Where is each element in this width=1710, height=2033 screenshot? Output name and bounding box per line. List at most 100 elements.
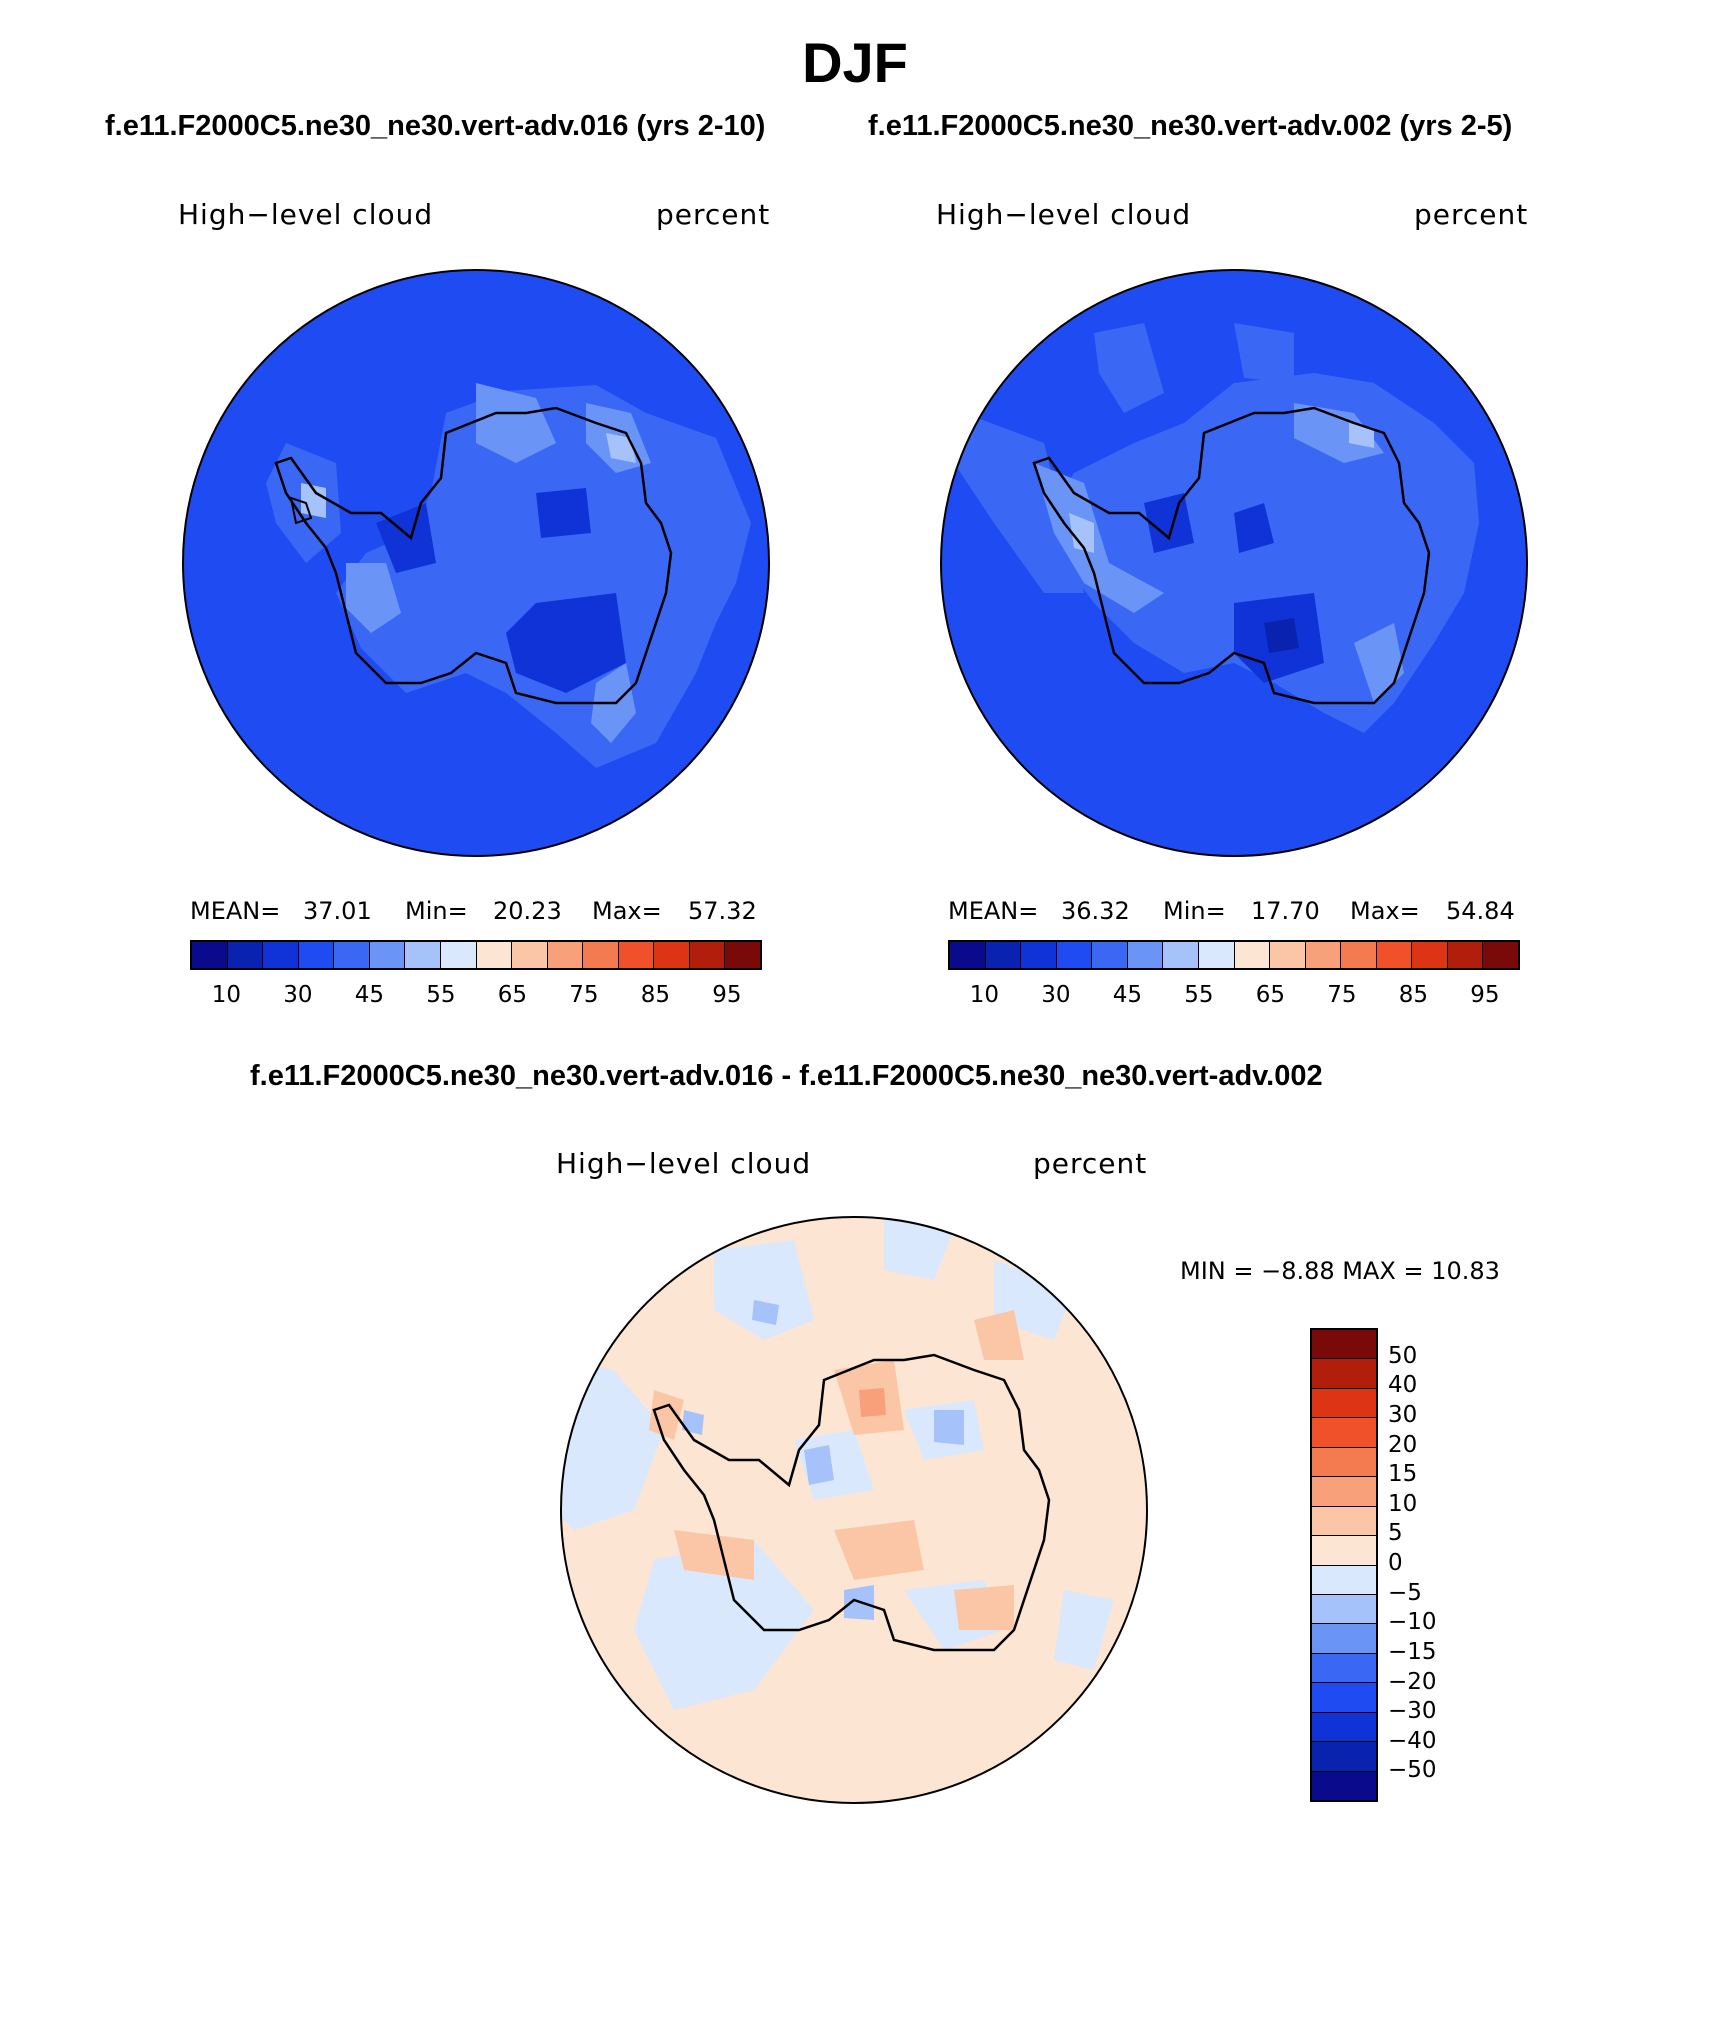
colorbar-swatch	[1270, 942, 1306, 968]
figure-title: DJF	[802, 31, 908, 94]
left-min-label: Min=	[405, 897, 468, 925]
colorbar-swatch	[1312, 1624, 1376, 1654]
colorbar-tick-label: 65	[497, 982, 528, 1008]
colorbar-swatch	[1312, 1359, 1376, 1389]
left-colorbar	[190, 940, 762, 970]
colorbar-tick-label: −20	[1388, 1668, 1437, 1695]
colorbar-swatch	[1312, 1653, 1376, 1684]
colorbar-swatch	[1483, 942, 1518, 968]
left-variable-label: High−level cloud	[178, 198, 434, 231]
right-stats: MEAN= 36.32 Min= 17.70 Max= 54.84	[948, 897, 1528, 927]
left-mean-label: MEAN=	[190, 897, 281, 925]
diff-units-label: percent	[1033, 1147, 1148, 1180]
colorbar-swatch	[1021, 942, 1057, 968]
colorbar-tick-label: 10	[969, 982, 1000, 1008]
colorbar-tick-label: 50	[1388, 1342, 1418, 1369]
left-max-label: Max=	[592, 897, 662, 925]
colorbar-swatch	[654, 942, 690, 968]
colorbar-swatch	[725, 942, 760, 968]
colorbar-swatch	[476, 942, 513, 968]
colorbar-swatch	[1312, 1330, 1376, 1360]
right-colorbar	[948, 940, 1520, 970]
left-polar-map	[182, 269, 770, 857]
colorbar-swatch	[1198, 942, 1235, 968]
colorbar-tick-label: 75	[569, 982, 599, 1008]
colorbar-swatch	[440, 942, 477, 968]
colorbar-swatch	[512, 942, 548, 968]
colorbar-tick-label: 85	[640, 982, 671, 1008]
colorbar-tick-label: −30	[1388, 1698, 1437, 1725]
colorbar-tick-label: 55	[1184, 982, 1214, 1008]
colorbar-swatch	[1412, 942, 1448, 968]
colorbar-swatch	[1312, 1447, 1376, 1478]
colorbar-swatch	[1312, 1771, 1376, 1800]
colorbar-swatch	[227, 942, 264, 968]
right-mean-value: 36.32	[1061, 897, 1130, 925]
colorbar-swatch	[583, 942, 619, 968]
right-min-value: 17.70	[1251, 897, 1320, 925]
colorbar-tick-label: −40	[1388, 1727, 1437, 1754]
colorbar-tick-label: 45	[354, 982, 385, 1008]
left-max-value: 57.32	[688, 897, 757, 925]
right-max-label: Max=	[1350, 897, 1420, 925]
right-units-label: percent	[1414, 198, 1529, 231]
colorbar-swatch	[405, 942, 441, 968]
colorbar-swatch	[334, 942, 370, 968]
colorbar-tick-label: 55	[426, 982, 456, 1008]
colorbar-swatch	[1127, 942, 1164, 968]
colorbar-tick-label: 30	[1388, 1401, 1418, 1428]
colorbar-swatch	[618, 942, 655, 968]
colorbar-swatch	[1312, 1536, 1376, 1566]
colorbar-tick-label: 10	[1388, 1490, 1418, 1517]
colorbar-swatch	[1447, 942, 1484, 968]
colorbar-swatch	[1312, 1506, 1376, 1537]
diff-minmax: MIN = −8.88 MAX = 10.83	[1180, 1257, 1500, 1285]
colorbar-swatch	[547, 942, 584, 968]
colorbar-swatch	[1234, 942, 1271, 968]
right-variable-label: High−level cloud	[936, 198, 1192, 231]
colorbar-swatch	[263, 942, 299, 968]
left-case-title: f.e11.F2000C5.ne30_ne30.vert-adv.016 (yr…	[105, 110, 766, 142]
right-min-label: Min=	[1163, 897, 1226, 925]
colorbar-swatch	[1312, 1712, 1376, 1743]
right-mean-label: MEAN=	[948, 897, 1039, 925]
colorbar-tick-label: 5	[1388, 1520, 1403, 1547]
colorbar-tick-label: −15	[1388, 1638, 1437, 1665]
left-units-label: percent	[656, 198, 771, 231]
colorbar-swatch	[369, 942, 406, 968]
colorbar-tick-label: 65	[1255, 982, 1286, 1008]
colorbar-tick-label: 30	[283, 982, 313, 1008]
colorbar-tick-label: 95	[1470, 982, 1500, 1008]
diff-variable-label: High−level cloud	[556, 1147, 812, 1180]
colorbar-swatch	[1376, 942, 1413, 968]
colorbar-swatch	[1312, 1565, 1376, 1595]
colorbar-swatch	[1312, 1418, 1376, 1448]
diff-colorbar	[1310, 1328, 1378, 1802]
colorbar-swatch	[192, 942, 228, 968]
diff-polar-map	[560, 1216, 1148, 1804]
colorbar-swatch	[1312, 1742, 1376, 1772]
colorbar-tick-label: 40	[1388, 1372, 1418, 1399]
colorbar-swatch	[1312, 1477, 1376, 1507]
colorbar-swatch	[1312, 1388, 1376, 1419]
colorbar-swatch	[689, 942, 726, 968]
colorbar-tick-label: 45	[1112, 982, 1143, 1008]
colorbar-swatch	[985, 942, 1022, 968]
colorbar-swatch	[1163, 942, 1199, 968]
colorbar-tick-label: −5	[1388, 1579, 1422, 1606]
right-max-value: 54.84	[1446, 897, 1515, 925]
right-case-title: f.e11.F2000C5.ne30_ne30.vert-adv.002 (yr…	[868, 110, 1513, 142]
colorbar-swatch	[1056, 942, 1093, 968]
left-min-value: 20.23	[493, 897, 562, 925]
colorbar-tick-label: 15	[1388, 1461, 1418, 1488]
colorbar-swatch	[1312, 1683, 1376, 1713]
colorbar-tick-label: −10	[1388, 1609, 1437, 1636]
diff-case-title: f.e11.F2000C5.ne30_ne30.vert-adv.016 - f…	[250, 1060, 1323, 1092]
colorbar-tick-label: 10	[211, 982, 242, 1008]
colorbar-swatch	[1341, 942, 1377, 968]
colorbar-swatch	[1312, 1594, 1376, 1625]
colorbar-tick-label: 20	[1388, 1431, 1418, 1458]
colorbar-tick-label: 0	[1388, 1550, 1403, 1576]
colorbar-tick-label: −50	[1388, 1757, 1437, 1784]
colorbar-swatch	[298, 942, 335, 968]
